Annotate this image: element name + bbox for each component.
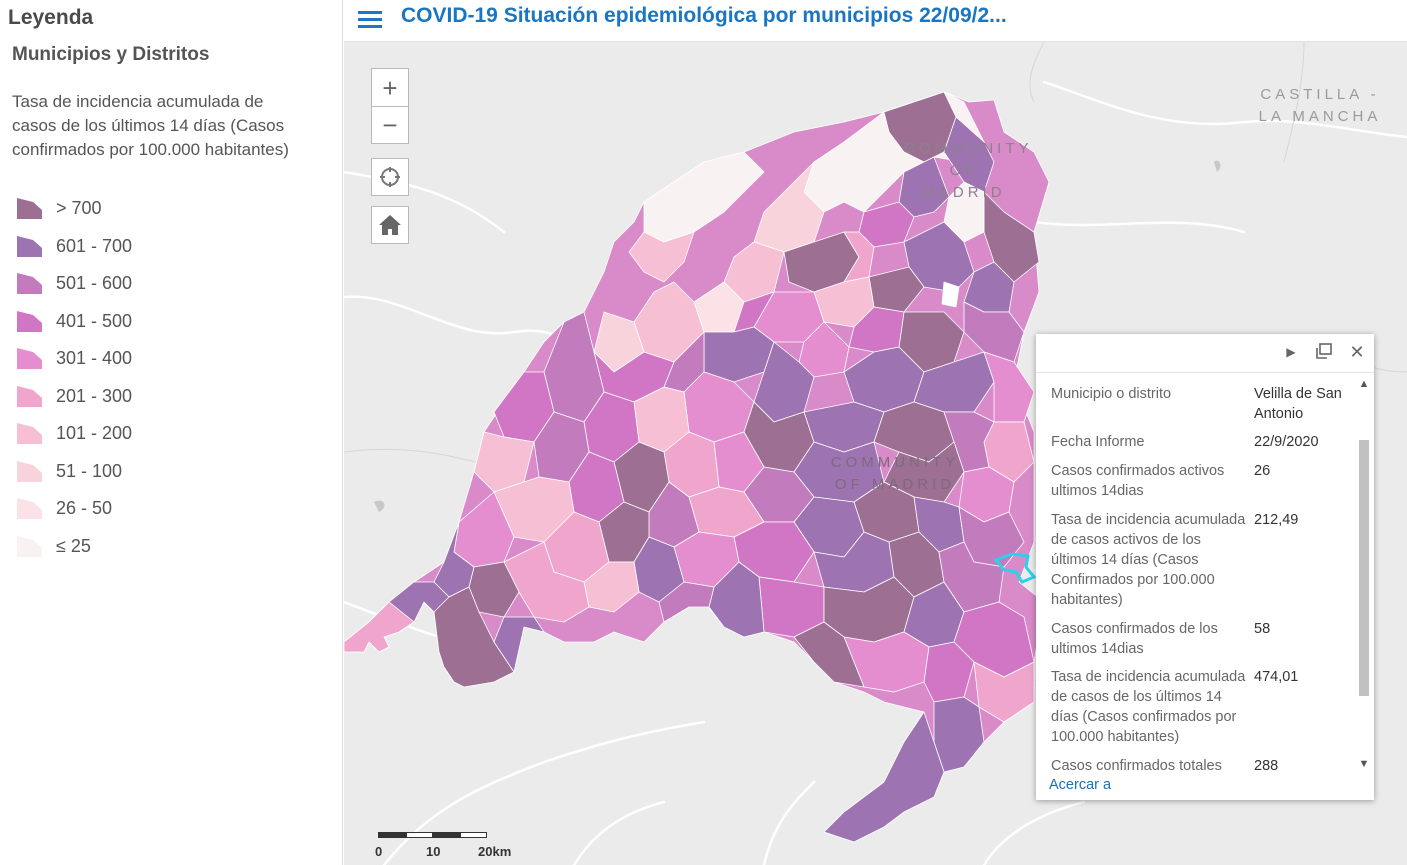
dock-icon[interactable] [1315, 343, 1333, 361]
minus-icon: − [382, 110, 398, 140]
popup-field-value: 288 [1254, 758, 1279, 774]
legend-field-description: Tasa de incidencia acumulada de casos de… [12, 92, 289, 159]
legend-swatch [17, 236, 42, 257]
popup-field-value: 26 [1254, 463, 1271, 479]
legend-label: 601 - 700 [56, 235, 133, 256]
play-icon[interactable]: ▶ [1286, 345, 1296, 359]
legend-item: > 700 [15, 194, 102, 222]
legend-swatch [17, 348, 42, 369]
scroll-down-icon[interactable]: ▼ [1358, 758, 1370, 770]
popup-header: ▶ ✕ [1036, 334, 1374, 373]
popup-field-value: 212,49 [1254, 512, 1299, 528]
region-label-madrid-center: COMMUNITY OF MADRID [830, 454, 960, 493]
legend-label: > 700 [56, 197, 102, 218]
plus-icon: + [382, 72, 398, 103]
region-label-castilla: CASTILLA - LA MANCHA [1258, 86, 1382, 125]
popup-field-key: Casos confirmados totales [1051, 758, 1222, 774]
scale-bar: 0 10 20km [375, 832, 511, 862]
layer-title: Municipios y Distritos [12, 44, 210, 65]
legend-label: 201 - 300 [56, 385, 133, 406]
popup-field-key: Fecha Informe [1051, 434, 1145, 450]
legend-title: Leyenda [8, 6, 94, 29]
home-icon [379, 215, 401, 235]
popup-field-key: Casos confirmados activos ultimos 14dias [1051, 463, 1225, 499]
app-header: COVID-19 Situación epidemiológica por mu… [344, 0, 1407, 42]
legend-swatch [17, 273, 42, 294]
legend-label: 101 - 200 [56, 422, 133, 443]
scrollbar-thumb[interactable] [1359, 440, 1369, 696]
popup-content: Municipio o distrito Velilla de San Anto… [1036, 374, 1354, 774]
legend-label: 26 - 50 [56, 497, 113, 518]
scale-label: 0 [375, 844, 383, 859]
legend-item: ≤ 25 [15, 532, 91, 560]
legend-label: 301 - 400 [56, 347, 133, 368]
zoom-out-button[interactable]: − [371, 106, 409, 144]
zoom-in-button[interactable]: + [371, 68, 409, 106]
legend-item: 51 - 100 [15, 457, 122, 485]
region-label-madrid-north: COMMUNITY OF MADRID [904, 140, 1033, 201]
feature-popup: ▶ ✕ Municipio o distrito Velilla de San … [1036, 334, 1374, 800]
popup-field-value: 22/9/2020 [1254, 434, 1319, 450]
legend-label: 501 - 600 [56, 272, 133, 293]
popup-scrollbar[interactable]: ▲ ▼ [1356, 374, 1372, 770]
legend-swatch [17, 198, 42, 219]
legend-swatch [17, 536, 42, 557]
selected-municipality-outline [993, 552, 1037, 584]
zoom-to-link[interactable]: Acercar a [1049, 777, 1112, 793]
legend-swatch [17, 423, 42, 444]
popup-field-key: Casos confirmados de los ultimos 14dias [1051, 621, 1218, 657]
legend-label: ≤ 25 [56, 535, 91, 556]
legend-swatch [17, 386, 42, 407]
legend-item: 401 - 500 [15, 307, 132, 335]
scale-label: 20km [478, 844, 512, 859]
legend-item: 101 - 200 [15, 419, 132, 447]
crosshair-icon [380, 167, 400, 187]
legend-item: 301 - 400 [15, 344, 132, 372]
legend-swatch [17, 311, 42, 332]
scale-label: 10 [426, 844, 441, 859]
legend-item: 601 - 700 [15, 232, 132, 260]
legend-label: 51 - 100 [56, 460, 123, 481]
menu-icon[interactable] [358, 8, 384, 32]
locate-button[interactable] [371, 158, 409, 196]
scroll-up-icon[interactable]: ▲ [1358, 378, 1370, 390]
legend-item: 501 - 600 [15, 269, 132, 297]
legend-item: 26 - 50 [15, 494, 112, 522]
legend-swatch [17, 498, 42, 519]
legend-label: 401 - 500 [56, 310, 133, 331]
popup-field-key: Tasa de incidencia acumulada de casos de… [1051, 669, 1246, 745]
legend-swatch [17, 461, 42, 482]
popup-field-value: Velilla de San Antonio [1254, 386, 1342, 422]
popup-field-value: 58 [1254, 621, 1271, 637]
popup-field-key: Tasa de incidencia acumulada de casos ac… [1051, 512, 1246, 608]
home-button[interactable] [371, 206, 409, 244]
close-icon[interactable]: ✕ [1349, 342, 1365, 362]
legend-item: 201 - 300 [15, 382, 132, 410]
legend-panel: Leyenda Municipios y Distritos Tasa de i… [0, 0, 343, 865]
app-title: COVID-19 Situación epidemiológica por mu… [401, 4, 1007, 27]
popup-field-value: 474,01 [1254, 669, 1299, 685]
popup-field-key: Municipio o distrito [1051, 386, 1172, 402]
